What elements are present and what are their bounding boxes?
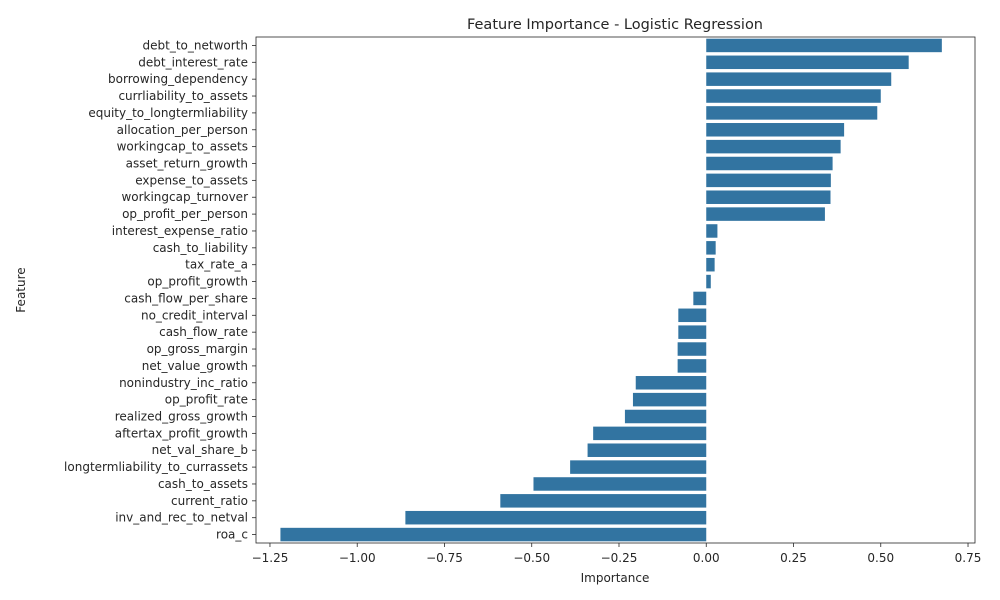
bar-debt_interest_rate xyxy=(706,55,909,70)
plot-frame xyxy=(255,36,976,544)
x-axis-label: Importance xyxy=(581,571,650,585)
y-tick-label: longtermliability_to_currassets xyxy=(64,460,248,474)
y-tick-label: cash_to_assets xyxy=(158,477,248,491)
bar-workingcap_to_assets xyxy=(706,139,841,154)
x-axis-ticks: −1.25 −1.00 −0.75 −0.50 −0.25 0.00 0.25 0.50 0.7… xyxy=(252,543,982,565)
bar-cash_to_liability xyxy=(706,241,716,255)
bar-cash_to_assets xyxy=(533,477,707,491)
bar-expense_to_assets xyxy=(706,173,831,188)
y-tick-label: aftertax_profit_growth xyxy=(115,426,248,440)
bar-op_profit_rate xyxy=(632,392,707,407)
bar-net_value_growth xyxy=(677,359,707,373)
bar-inv_and_rec_to_netval xyxy=(405,510,707,525)
x-tick-label: −1.25 xyxy=(252,551,289,565)
y-tick-label: expense_to_assets xyxy=(135,173,248,187)
y-tick-label: net_value_growth xyxy=(142,359,248,373)
y-tick-label: currliability_to_assets xyxy=(118,89,248,103)
bar-longtermliability_to_currassets xyxy=(570,460,707,474)
x-tick-label: −1.00 xyxy=(339,551,376,565)
y-tick-label: net_val_share_b xyxy=(152,443,248,457)
y-tick-label: op_profit_rate xyxy=(165,393,248,407)
y-tick-label: workingcap_to_assets xyxy=(117,140,248,154)
bar-no_credit_interval xyxy=(678,308,707,323)
bar-current_ratio xyxy=(500,494,707,508)
y-tick-label: debt_to_networth xyxy=(143,38,248,52)
bar-op_profit_growth xyxy=(706,274,711,289)
bar-op_profit_per_person xyxy=(706,207,825,221)
y-tick-label: cash_flow_rate xyxy=(159,325,248,339)
y-tick-label: borrowing_dependency xyxy=(108,72,248,86)
y-axis-label: Feature xyxy=(14,267,28,312)
x-tick-label: −0.50 xyxy=(513,551,550,565)
y-axis-ticks: debt_to_networth debt_interest_rateborrow… xyxy=(64,38,256,542)
y-tick-label: cash_flow_per_share xyxy=(124,291,248,305)
bar-tax_rate_a xyxy=(706,257,715,272)
y-tick-label: no_credit_interval xyxy=(141,308,248,322)
y-tick-label: op_profit_growth xyxy=(147,275,248,289)
bar-asset_return_growth xyxy=(706,156,833,171)
x-tick-label: −0.25 xyxy=(601,551,638,565)
chart-title: Feature Importance - Logistic Regression xyxy=(467,17,763,33)
bar-equity_to_longtermliability xyxy=(706,106,878,120)
bar-op_gross_margin xyxy=(677,342,707,356)
bar-net_val_share_b xyxy=(587,443,707,457)
y-tick-label: tax_rate_a xyxy=(185,258,248,272)
y-tick-label: interest_expense_ratio xyxy=(112,224,248,238)
bar-interest_expense_ratio xyxy=(706,224,718,238)
y-tick-label: debt_interest_rate xyxy=(138,55,248,69)
x-tick-label: 0.50 xyxy=(867,551,894,565)
y-tick-label: allocation_per_person xyxy=(117,123,248,137)
y-tick-label: nonindustry_inc_ratio xyxy=(119,376,248,390)
y-tick-label: current_ratio xyxy=(171,494,248,508)
x-tick-label: 0.00 xyxy=(693,551,720,565)
x-tick-label: 0.25 xyxy=(780,551,807,565)
y-tick-label: workingcap_turnover xyxy=(121,190,248,204)
bar-aftertax_profit_growth xyxy=(593,426,707,441)
y-tick-label: op_profit_per_person xyxy=(122,207,248,221)
y-tick-label: roa_c xyxy=(216,528,248,542)
bar-roa_c xyxy=(280,527,707,542)
bar-cash_flow_rate xyxy=(678,325,707,339)
bar-realized_gross_growth xyxy=(624,409,707,424)
bar-workingcap_turnover xyxy=(706,190,831,204)
bar-allocation_per_person xyxy=(706,123,845,137)
y-tick-label: inv_and_rec_to_netval xyxy=(115,511,248,525)
bar-borrowing_dependency xyxy=(706,72,892,86)
y-tick-label: cash_to_liability xyxy=(153,241,248,255)
bar-cash_flow_per_share xyxy=(693,291,707,306)
y-tick-label: realized_gross_growth xyxy=(115,410,248,424)
x-tick-label: −0.75 xyxy=(426,551,463,565)
y-tick-label: asset_return_growth xyxy=(126,157,248,171)
y-tick-label: equity_to_longtermliability xyxy=(88,106,248,120)
bars-group xyxy=(280,38,942,542)
y-tick-label: op_gross_margin xyxy=(147,342,248,356)
x-tick-label: 0.75 xyxy=(955,551,982,565)
bar-currliability_to_assets xyxy=(706,89,881,103)
bar-nonindustry_inc_ratio xyxy=(635,376,707,390)
bar-debt_to_networth xyxy=(706,38,942,53)
